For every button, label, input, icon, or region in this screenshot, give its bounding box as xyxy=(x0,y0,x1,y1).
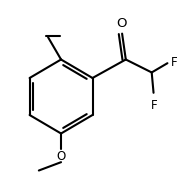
Text: O: O xyxy=(56,150,66,163)
Text: F: F xyxy=(171,56,178,69)
Text: O: O xyxy=(116,17,126,30)
Text: F: F xyxy=(151,99,158,112)
